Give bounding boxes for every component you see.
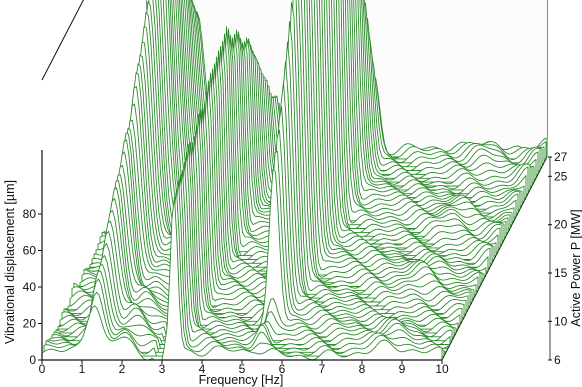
x-tick-label-2: 2 bbox=[119, 362, 126, 376]
waterfall-traces bbox=[41, 0, 548, 361]
x-tick-label-8: 8 bbox=[359, 362, 366, 376]
y-tick-label-60: 60 bbox=[23, 244, 37, 258]
z-tick-label-6: 6 bbox=[554, 353, 561, 367]
x-tick-label-6: 6 bbox=[279, 362, 286, 376]
y-tick-label-0: 0 bbox=[29, 353, 36, 367]
y-tick-label-20: 20 bbox=[23, 317, 37, 331]
z-tick-label-25: 25 bbox=[554, 169, 568, 183]
trace-6MW bbox=[41, 196, 443, 361]
trace-6.8MW bbox=[45, 180, 447, 353]
z-tick-label-27: 27 bbox=[554, 150, 568, 164]
x-tick-label-1: 1 bbox=[79, 362, 86, 376]
y-tick-label-40: 40 bbox=[23, 280, 37, 294]
x-tick-label-5: 5 bbox=[239, 362, 246, 376]
x-axis-title: Frequency [Hz] bbox=[199, 373, 284, 387]
x-tick-label-9: 9 bbox=[399, 362, 406, 376]
z-axis-title: Active Power P [MW] bbox=[569, 209, 582, 326]
chart-axes: 0 1 2 3 4 5 6 7 8 9 10 0 20 40 60 80 6 10 15 20 25 27 bbox=[23, 150, 568, 376]
x-tick-label-4: 4 bbox=[199, 362, 206, 376]
x-tick-label-0: 0 bbox=[39, 362, 46, 376]
frame-edge-0 bbox=[41, 0, 84, 81]
x-tick-label-10: 10 bbox=[435, 362, 449, 376]
z-tick-label-15: 15 bbox=[554, 266, 568, 280]
y-tick-label-80: 80 bbox=[23, 207, 37, 221]
frame-edge-6 bbox=[441, 156, 548, 361]
x-tick-label-7: 7 bbox=[319, 362, 326, 376]
z-tick-label-20: 20 bbox=[554, 218, 568, 232]
x-tick-label-3: 3 bbox=[159, 362, 166, 376]
trace-6.4MW bbox=[43, 188, 445, 357]
z-tick-label-10: 10 bbox=[554, 314, 568, 328]
y-axis-title: Vibrational displacement [µm] bbox=[3, 180, 17, 344]
